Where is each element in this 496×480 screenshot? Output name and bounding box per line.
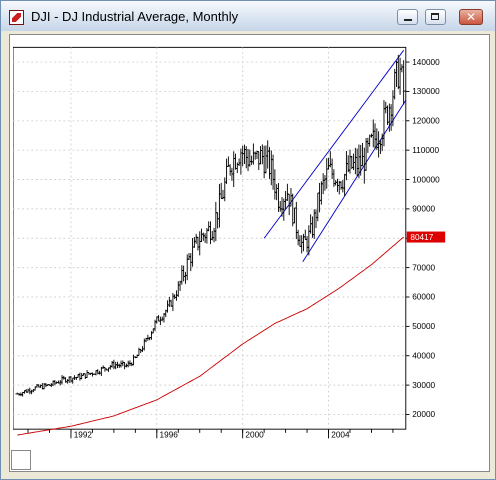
- price-chart[interactable]: 2000030000400005000060000700008000090000…: [13, 38, 447, 455]
- last-value-label: 80417: [410, 233, 433, 242]
- plot-frame: [13, 46, 407, 430]
- chart-app-icon: [9, 10, 24, 25]
- minimize-icon: [404, 19, 412, 21]
- maximize-button[interactable]: [425, 9, 446, 25]
- close-icon: ✕: [465, 10, 477, 24]
- moving-average-line: [17, 236, 404, 436]
- minimize-button[interactable]: [397, 9, 418, 25]
- last-value-badge: [406, 231, 446, 243]
- chart-area[interactable]: 2000030000400005000060000700008000090000…: [9, 34, 490, 472]
- y-tick-label: 40000: [412, 351, 435, 360]
- close-button[interactable]: ✕: [459, 9, 483, 25]
- corner-box[interactable]: [11, 450, 31, 470]
- y-tick-label: 130000: [412, 87, 440, 96]
- title-bar[interactable]: DJI - DJ Industrial Average, Monthly ✕: [1, 1, 495, 31]
- x-tick-label: 2000: [245, 430, 264, 439]
- y-tick-label: 140000: [412, 58, 440, 67]
- y-tick-label: 60000: [412, 293, 435, 302]
- channel-lower-line: [302, 99, 407, 263]
- y-tick-label: 120000: [412, 117, 440, 126]
- x-tick-label: 1992: [74, 430, 93, 439]
- maximize-icon: [431, 13, 439, 20]
- y-tick-label: 100000: [412, 175, 440, 184]
- y-tick-label: 110000: [412, 146, 439, 155]
- channel-upper-line: [263, 50, 405, 239]
- x-tick-label: 2004: [331, 430, 350, 439]
- window-title: DJI - DJ Industrial Average, Monthly: [31, 9, 239, 24]
- y-tick-label: 20000: [412, 410, 435, 419]
- y-tick-label: 50000: [412, 322, 435, 331]
- x-tick-label: 1996: [160, 430, 179, 439]
- y-tick-label: 70000: [412, 263, 435, 272]
- y-tick-label: 90000: [412, 205, 435, 214]
- y-tick-label: 30000: [412, 381, 435, 390]
